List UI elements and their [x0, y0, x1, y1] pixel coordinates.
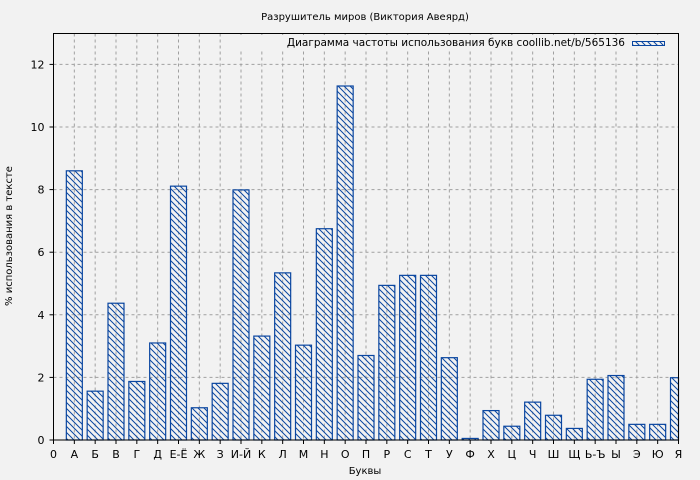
svg-text:Р: Р — [384, 448, 391, 461]
bar-У — [440, 357, 458, 441]
svg-text:Ы: Ы — [611, 448, 621, 461]
bar-Н — [315, 228, 333, 441]
bar-Х — [482, 409, 500, 441]
svg-text:Н: Н — [320, 448, 328, 461]
svg-text:12: 12 — [31, 58, 45, 71]
svg-text:6: 6 — [38, 246, 45, 259]
bar-М — [294, 344, 313, 441]
legend: Диаграмма частоты использования букв coo… — [240, 35, 672, 49]
svg-text:М: М — [299, 448, 309, 461]
bar-Е-Ё — [169, 185, 188, 441]
chart-title: Разрушитель миров (Виктория Авеярд) — [261, 12, 469, 23]
bar-Ю — [649, 423, 667, 441]
bar-Ы — [607, 374, 625, 441]
svg-text:З: З — [217, 448, 224, 461]
bar-Ц — [503, 425, 521, 441]
svg-text:Щ: Щ — [568, 448, 580, 461]
svg-text:У: У — [446, 448, 453, 461]
bar-П — [357, 354, 375, 441]
svg-text:Б: Б — [91, 448, 99, 461]
x-axis-label: Буквы — [349, 466, 382, 477]
bar-Ш — [544, 414, 563, 441]
legend-swatch — [632, 41, 665, 46]
svg-text:Л: Л — [279, 448, 287, 461]
bar-Р — [378, 284, 396, 441]
svg-text:2: 2 — [38, 371, 45, 384]
svg-text:8: 8 — [38, 184, 45, 197]
legend-background — [240, 35, 672, 49]
svg-text:Ч: Ч — [529, 448, 537, 461]
svg-text:Х: Х — [487, 448, 495, 461]
bars — [65, 85, 680, 441]
svg-text:Э: Э — [633, 448, 641, 461]
bar-К — [253, 335, 271, 441]
x-axis: 0 А Б В Г Д Е-Ё Ж З И-Й К Л М Н О П Р С Т У Ф Х Ц Ч Ш Щ Ь-Ъ Ы Э Ю Я — [50, 440, 682, 461]
svg-text:Ю: Ю — [652, 448, 664, 461]
svg-text:Г: Г — [133, 448, 140, 461]
svg-text:И-Й: И-Й — [231, 448, 251, 461]
bar-Щ — [565, 427, 583, 441]
bar-З — [211, 382, 229, 441]
bar-Ж — [190, 407, 208, 441]
bar-Л — [274, 272, 292, 441]
svg-text:0: 0 — [50, 448, 57, 461]
svg-text:Ш: Ш — [548, 448, 560, 461]
y-axis: 0 2 4 6 8 10 12 — [31, 58, 54, 447]
svg-text:Е-Ё: Е-Ё — [170, 448, 188, 461]
svg-text:Я: Я — [675, 448, 683, 461]
bar-А — [65, 170, 83, 441]
bar-Ч — [524, 401, 542, 441]
svg-text:Ц: Ц — [508, 448, 517, 461]
bar-О — [336, 85, 354, 441]
svg-text:10: 10 — [31, 121, 45, 134]
svg-text:П: П — [362, 448, 370, 461]
svg-text:В: В — [112, 448, 120, 461]
svg-text:Ь-Ъ: Ь-Ъ — [585, 448, 606, 461]
bar-Я — [669, 377, 680, 441]
bar-Б — [86, 390, 104, 441]
legend-label: Диаграмма частоты использования букв coo… — [287, 37, 625, 49]
bar-И-Й — [232, 189, 250, 441]
svg-text:0: 0 — [38, 434, 45, 447]
svg-text:К: К — [258, 448, 266, 461]
svg-text:Д: Д — [153, 448, 162, 461]
bar-Г — [128, 380, 146, 441]
bar-С — [399, 274, 417, 441]
bar-Д — [149, 342, 167, 441]
bar-Т — [419, 274, 438, 441]
svg-text:О: О — [341, 448, 350, 461]
y-axis-label: % использования в тексте — [4, 166, 15, 306]
svg-text:С: С — [404, 448, 412, 461]
svg-text:Т: Т — [424, 448, 432, 461]
svg-text:А: А — [71, 448, 79, 461]
bar-Э — [628, 423, 646, 441]
svg-text:Ф: Ф — [465, 448, 474, 461]
svg-text:Ж: Ж — [193, 448, 205, 461]
svg-text:4: 4 — [38, 309, 45, 322]
bar-В — [107, 302, 125, 441]
bar-Ь-Ъ — [586, 378, 604, 441]
